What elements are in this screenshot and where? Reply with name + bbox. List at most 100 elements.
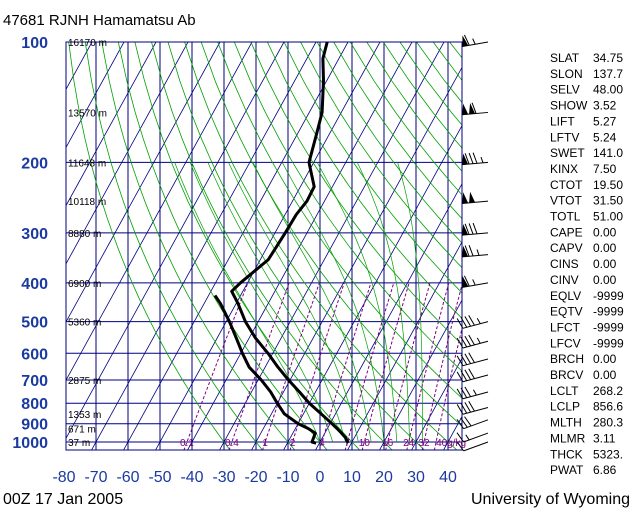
wind-barb-flag (464, 335, 472, 347)
index-row: LIFT 5.27 (550, 114, 617, 128)
wind-barb-flag (468, 352, 475, 363)
temperature-tick-label: -70 (84, 469, 107, 486)
index-name: THCK (550, 447, 583, 461)
index-row: BRCH 0.00 (550, 352, 617, 366)
wind-barb (456, 432, 489, 443)
wind-barb-flag (456, 318, 464, 329)
index-row: CINV 0.00 (550, 273, 617, 287)
index-value: 48.00 (593, 83, 623, 97)
mixing-ratio-line (262, 282, 320, 450)
wind-barb-flag (468, 223, 474, 235)
wind-barb-half-flag (472, 389, 477, 396)
dry-adiabat (333, 42, 462, 220)
wind-barb-flag (456, 404, 464, 415)
skewed-isotherm (91, 42, 317, 450)
index-value: 280.3 (593, 416, 623, 430)
index-row: CINS 0.00 (550, 257, 617, 271)
index-name: LCLP (550, 400, 580, 414)
wind-barb-flag (463, 275, 470, 287)
wind-barb-pennant (469, 191, 476, 203)
wind-barb-flag (468, 368, 475, 379)
index-name: LFCV (550, 336, 581, 350)
index-row: SHOW 3.52 (550, 99, 617, 113)
wind-barb-flag (464, 316, 472, 327)
mixing-ratio-label: 10 (359, 438, 371, 449)
mixing-ratio-line (319, 282, 372, 450)
dry-adiabat (233, 42, 462, 372)
mixing-ratio-line (344, 282, 395, 450)
wind-barb-shaft (462, 340, 489, 349)
wind-barb-shaft (462, 391, 489, 400)
temperature-axis: -80 -70 -60 -50 -40 -30 -20 -10 0 10 20 30 40 (52, 469, 457, 486)
grid-layer (66, 42, 462, 450)
skewed-isotherm (123, 42, 349, 450)
wind-barb-flag (468, 315, 475, 326)
moist-adiabat (316, 162, 398, 443)
dry-adiabat (101, 42, 296, 450)
mixing-ratio-line (361, 282, 410, 450)
index-row: LFCT -9999 (550, 320, 624, 334)
index-value: 0.00 (593, 225, 617, 239)
index-row: SWET 141.0 (550, 146, 623, 160)
temperature-tick-label: -40 (180, 469, 203, 486)
index-row: VTOT 31.50 (550, 194, 623, 208)
wind-barb (456, 401, 489, 415)
index-name: SLON (550, 67, 583, 81)
index-value: 0.00 (593, 257, 617, 271)
data-source: University of Wyoming (471, 491, 630, 508)
index-value: 34.75 (593, 51, 623, 65)
index-name: SWET (550, 146, 585, 160)
wind-barb (462, 275, 489, 288)
index-name: CTOT (550, 178, 583, 192)
moist-adiabat (207, 162, 346, 443)
index-name: EQLV (550, 289, 581, 303)
mixing-ratio-line (406, 282, 450, 450)
temperature-tick-label: 20 (375, 469, 393, 486)
wind-barb-flag (456, 432, 464, 443)
wind-barb-flag (456, 441, 464, 452)
mixing-ratio-label: 7 (345, 438, 351, 449)
wind-barb (456, 416, 489, 430)
wind-barb-flag (456, 355, 464, 366)
wind-barb (462, 245, 489, 258)
height-label: 16170 m (68, 38, 107, 49)
pressure-tick-label: 700 (21, 373, 48, 390)
index-value: 31.50 (593, 194, 623, 208)
skewed-isotherm (66, 42, 125, 149)
wind-barb (456, 315, 489, 329)
wind-barb-flag (464, 386, 472, 397)
index-name: KINX (550, 162, 578, 176)
temperature-tick-label: -60 (116, 469, 139, 486)
index-row: CTOT 19.50 (550, 178, 623, 192)
wind-barb-flag (460, 417, 468, 428)
wind-barb-shaft (462, 407, 489, 415)
wind-barb-shaft (463, 441, 489, 452)
wind-barb-flag (468, 245, 474, 257)
index-value: 141.0 (593, 146, 623, 160)
skewed-isotherm (66, 42, 221, 323)
mixing-ratio-label: 1 (262, 438, 268, 449)
wind-barb-flag (460, 403, 468, 414)
temperature-tick-label: -30 (212, 469, 235, 486)
wind-barb-flag (468, 334, 475, 346)
skewed-isotherm (315, 182, 462, 450)
height-label: 5360 m (68, 318, 101, 329)
wind-barb (456, 386, 489, 400)
index-value: 5.27 (593, 114, 617, 128)
mixing-ratio-label: 2 (290, 438, 296, 449)
wind-barb-flag (463, 34, 470, 46)
height-label: 6900 m (68, 279, 101, 290)
index-value: 3.52 (593, 99, 617, 113)
skewed-isotherm (66, 42, 253, 381)
wind-barb-shaft (462, 374, 489, 383)
wind-barb-flag (464, 223, 470, 235)
wind-barb-half-flag (472, 38, 476, 45)
index-row: KINX 7.50 (550, 162, 617, 176)
index-value: 51.00 (593, 210, 623, 224)
moist-adiabat (228, 162, 359, 443)
index-value: 0.00 (593, 241, 617, 255)
index-value: 19.50 (593, 178, 623, 192)
dry-adiabat (167, 42, 426, 450)
